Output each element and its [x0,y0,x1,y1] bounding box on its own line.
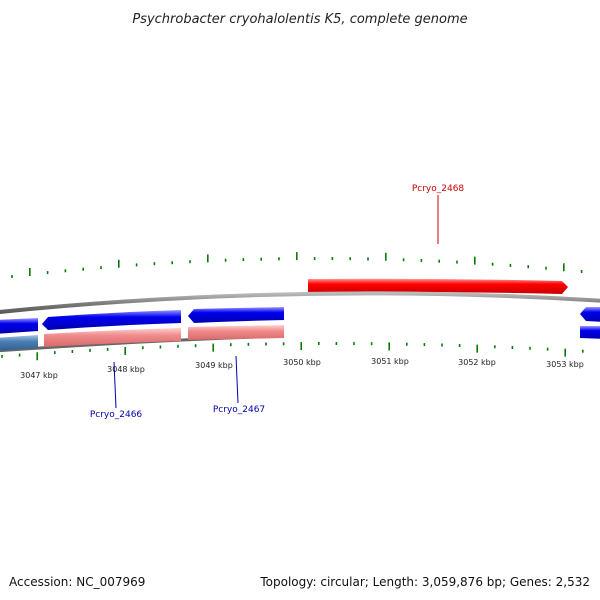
gene-pcryo-2467-label[interactable]: Pcryo_2467 [213,405,265,415]
gene-pcryo-2466-arrow[interactable] [42,310,181,330]
tick-labels: 3047 kbp 3048 kbp 3049 kbp 3050 kbp 3051 kbp… [20,357,584,380]
tick-label: 3047 kbp [20,371,58,380]
inner-tick-row [1,342,584,361]
outer-tick-row [11,252,583,278]
genome-backbone-outer [0,291,600,314]
gene-pcryo-2468-arrow[interactable] [308,278,568,294]
map-title: Psychrobacter cryohalolentis K5, complet… [132,12,467,27]
gene-pcryo-2467-arrow[interactable] [188,307,284,323]
feature-pink-1[interactable] [44,328,181,347]
tick-label: 3049 kbp [195,361,233,370]
accession-text: Accession: NC_007969 [9,575,145,589]
gene-left-partial-arrow[interactable] [0,318,38,334]
tick-label: 3051 kbp [371,357,409,366]
tick-label: 3050 kbp [283,358,321,367]
gene-pcryo-2466-label[interactable]: Pcryo_2466 [90,410,143,420]
feature-pink-2[interactable] [188,325,284,340]
gene-pcryo-2466-leader [113,361,117,409]
tick-label: 3053 kbp [546,360,584,369]
gene-pcryo-2467-leader [235,355,239,404]
tick-label: 3052 kbp [458,358,496,367]
genome-summary-text: Topology: circular; Length: 3,059,876 bp… [259,575,590,589]
gene-right-partial-lower[interactable] [580,326,600,339]
gene-right-partial-arrow[interactable] [580,307,600,322]
feature-left-steel[interactable] [0,335,38,351]
tick-label: 3048 kbp [107,365,145,374]
gene-pcryo-2468-label[interactable]: Pcryo_2468 [412,184,465,194]
